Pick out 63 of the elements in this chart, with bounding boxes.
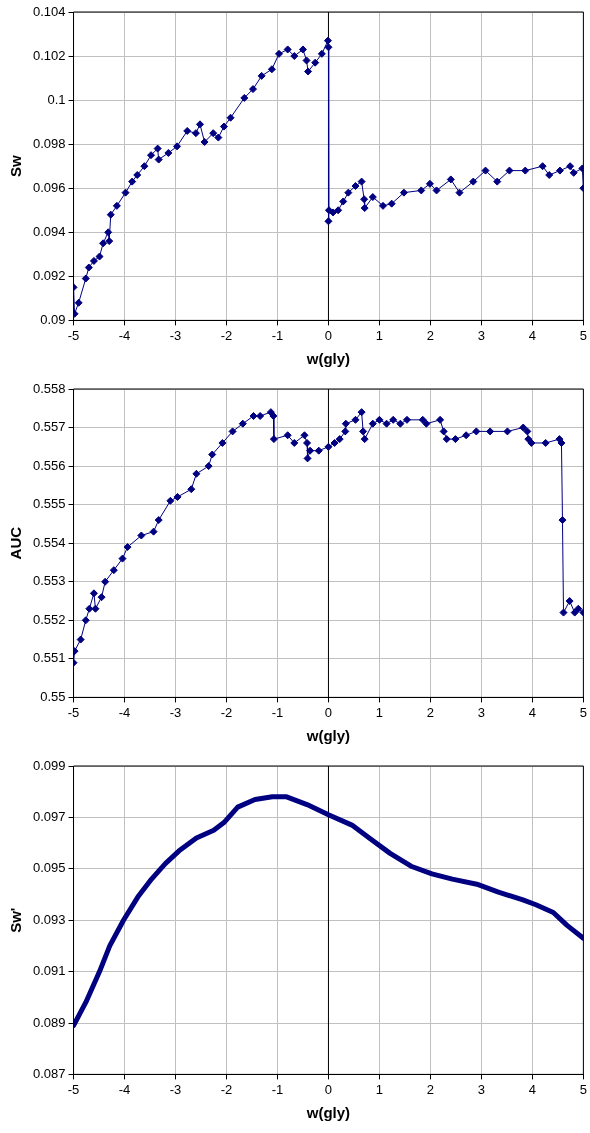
y-axis-title: Sw'	[7, 907, 25, 933]
y-tick-label: 0.555	[32, 496, 66, 512]
x-axis-title: w(gly)	[305, 727, 351, 745]
x-tick-label: 1	[375, 704, 384, 720]
x-tick-label: 3	[477, 1081, 486, 1097]
y-tick-label: 0.556	[32, 457, 66, 473]
x-tick-label: 4	[528, 327, 537, 343]
x-tick-label: 3	[477, 327, 486, 343]
y-tick-label: 0.558	[32, 380, 66, 396]
x-tick-label: 0	[324, 704, 333, 720]
y-tick-label: 0.087	[32, 1065, 66, 1081]
x-tick-label: -2	[220, 327, 233, 343]
x-tick-label: -2	[220, 1081, 233, 1097]
y-tick-label: 0.089	[32, 1014, 66, 1030]
y-axis-title: AUC	[7, 526, 25, 560]
y-tick-label: 0.099	[32, 757, 66, 773]
x-tick-label: 2	[426, 327, 435, 343]
y-axis-title: Sw	[7, 155, 25, 178]
y-tick-label: 0.09	[40, 311, 66, 327]
x-tick-label: 1	[375, 327, 384, 343]
x-tick-label: 5	[579, 327, 587, 343]
x-tick-label: 0	[324, 327, 333, 343]
x-tick-label: 1	[375, 1081, 384, 1097]
x-tick-label: -2	[220, 704, 233, 720]
y-tick-label: 0.552	[32, 611, 66, 627]
y-tick-label: 0.553	[32, 573, 66, 589]
x-tick-label: 3	[477, 704, 486, 720]
x-tick-label: 5	[579, 704, 587, 720]
y-tick-label: 0.551	[32, 650, 66, 666]
x-tick-label: 4	[528, 704, 537, 720]
x-tick-label: -1	[271, 704, 284, 720]
x-tick-label: -5	[67, 1081, 80, 1097]
x-tick-label: 4	[528, 1081, 537, 1097]
x-tick-label: 5	[579, 1081, 587, 1097]
x-tick-label: -3	[169, 327, 182, 343]
x-tick-label: -3	[169, 1081, 182, 1097]
y-tick-label: 0.102	[32, 47, 66, 63]
y-tick-label: 0.098	[32, 135, 66, 151]
y-tick-label: 0.104	[32, 3, 66, 19]
x-tick-label: -5	[67, 704, 80, 720]
y-tick-label: 0.093	[32, 911, 66, 927]
y-tick-label: 0.092	[32, 267, 66, 283]
y-tick-label: 0.095	[32, 860, 66, 876]
y-tick-label: 0.096	[32, 179, 66, 195]
x-axis-title: w(gly)	[305, 1104, 351, 1122]
x-tick-label: -1	[271, 1081, 284, 1097]
y-tick-label: 0.55	[40, 688, 66, 704]
y-tick-label: 0.094	[32, 223, 66, 239]
x-tick-label: -1	[271, 327, 284, 343]
x-tick-label: -5	[67, 327, 80, 343]
x-tick-label: -4	[118, 327, 131, 343]
y-tick-label: 0.557	[32, 419, 66, 435]
x-tick-label: 2	[426, 1081, 435, 1097]
y-tick-label: 0.091	[32, 963, 66, 979]
y-tick-label: 0.097	[32, 808, 66, 824]
x-tick-label: 2	[426, 704, 435, 720]
x-tick-label: -4	[118, 1081, 131, 1097]
x-tick-label: 0	[324, 1081, 333, 1097]
y-tick-label: 0.554	[32, 534, 66, 550]
x-axis-title: w(gly)	[305, 350, 351, 368]
y-tick-label: 0.1	[47, 91, 66, 107]
x-tick-label: -4	[118, 704, 131, 720]
x-tick-label: -3	[169, 704, 182, 720]
